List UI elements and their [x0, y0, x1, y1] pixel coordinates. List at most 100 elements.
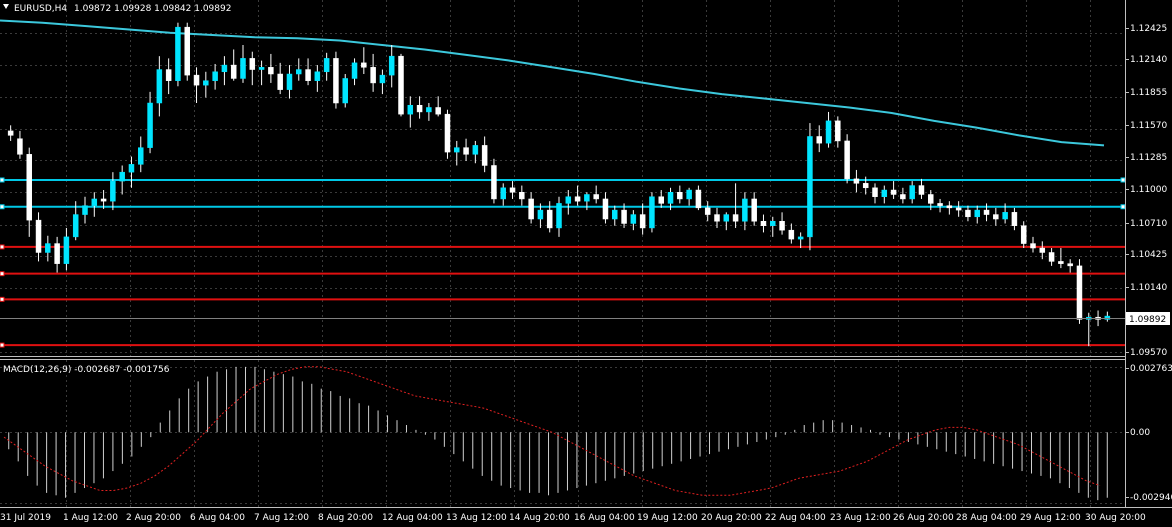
candle: [974, 205, 980, 224]
time-axis: 31 Jul 2019 1 Aug 12:00 2 Aug 20:00 6 Au…: [0, 513, 1146, 523]
candle-body-bear: [184, 26, 190, 76]
time-label: 19 Aug 12:00: [637, 513, 698, 523]
candle: [853, 169, 860, 193]
candle: [258, 60, 265, 86]
candle: [1104, 311, 1111, 322]
candle-body-bear: [7, 130, 14, 136]
candle-body-bear: [370, 67, 376, 84]
candle-body-bull: [974, 209, 980, 218]
candle-body-bear: [890, 189, 897, 195]
candle-body-bear: [1011, 212, 1018, 226]
price-tick: 1.11285: [1125, 153, 1167, 163]
candle: [816, 125, 822, 153]
candle-body-bull: [1104, 315, 1111, 320]
time-label: 16 Aug 04:00: [574, 513, 635, 523]
candle: [556, 196, 562, 237]
triangle-down-icon: [3, 4, 9, 9]
candle: [1058, 248, 1064, 269]
candle: [900, 187, 906, 204]
candle-body-bull: [91, 198, 98, 206]
candle: [1030, 236, 1036, 253]
price-tick: 1.10140: [1125, 283, 1167, 293]
candle-body-bear: [398, 55, 404, 115]
candle: [277, 62, 283, 95]
time-label: 13 Aug 12:00: [446, 513, 507, 523]
price-tick: 1.10425: [1125, 250, 1167, 260]
candle: [537, 203, 544, 228]
candle: [361, 47, 367, 75]
candle-body-bull: [426, 107, 432, 113]
candle-body-bear: [305, 69, 311, 81]
candle-body-bear: [193, 74, 200, 86]
candle: [714, 207, 720, 228]
candle: [110, 172, 116, 211]
candle: [379, 69, 386, 95]
candle: [1039, 241, 1046, 260]
candle-body-bear: [695, 189, 702, 209]
candle: [119, 165, 125, 195]
candle-body-bear: [416, 104, 423, 113]
macd-tick: 0.00: [1125, 428, 1150, 438]
moving-average-line: [0, 19, 1105, 147]
candle: [165, 58, 172, 95]
level-handle: [0, 177, 5, 183]
candle: [918, 178, 925, 199]
candle: [7, 125, 14, 141]
candle-body-bull: [379, 74, 386, 84]
time-label: 23 Aug 12:00: [830, 513, 891, 523]
candle: [333, 51, 339, 109]
candle: [509, 181, 516, 199]
candle: [584, 192, 590, 211]
price-label: 1.10140: [1130, 283, 1167, 293]
candle: [314, 65, 321, 92]
candle: [565, 190, 572, 215]
candle: [723, 212, 730, 231]
price-label: 1.11285: [1130, 153, 1167, 163]
candle-body-bull: [825, 120, 832, 144]
candle-body-bull: [667, 192, 674, 204]
candle: [249, 51, 256, 86]
candle: [1020, 221, 1027, 249]
price-tick: 1.12425: [1125, 24, 1167, 34]
candle-body-bear: [965, 209, 971, 218]
candle: [45, 235, 51, 262]
candle: [983, 203, 990, 222]
candle: [732, 183, 739, 228]
candle: [955, 201, 962, 217]
level-handle: [0, 296, 5, 302]
candle: [621, 203, 627, 228]
candle: [519, 185, 525, 206]
time-label: 2 Aug 20:00: [126, 513, 181, 523]
candle: [677, 185, 683, 204]
candle: [1002, 203, 1008, 224]
candle-body-bear: [760, 221, 767, 226]
candle: [667, 187, 674, 211]
candle: [351, 58, 358, 86]
level-handle: [0, 204, 5, 210]
candle: [286, 65, 293, 99]
candle-body-bear: [17, 138, 23, 155]
candle-body-bull: [175, 26, 181, 81]
moving-average: [0, 19, 1105, 147]
candle-body-bear: [54, 243, 60, 264]
candle-body-bear: [862, 183, 869, 189]
candle-body-bull: [388, 55, 395, 76]
candle-body-bear: [519, 192, 525, 200]
horizontal-lines[interactable]: [0, 177, 1126, 348]
candle: [797, 232, 804, 249]
price-label: 1.11855: [1130, 88, 1167, 98]
candle-body-bear: [1067, 263, 1073, 267]
candle-body-bull: [742, 198, 748, 222]
candles: [7, 22, 1111, 347]
candle-body-bear: [937, 203, 943, 206]
candle: [742, 192, 748, 231]
candle-body-bull: [770, 221, 776, 226]
candle-body-bull: [351, 62, 358, 79]
candle: [1067, 259, 1073, 273]
candle-body-bull: [314, 71, 321, 81]
candle: [993, 207, 999, 226]
candle-body-bull: [556, 203, 562, 229]
candle-body-bear: [639, 214, 646, 229]
candle: [454, 140, 460, 166]
